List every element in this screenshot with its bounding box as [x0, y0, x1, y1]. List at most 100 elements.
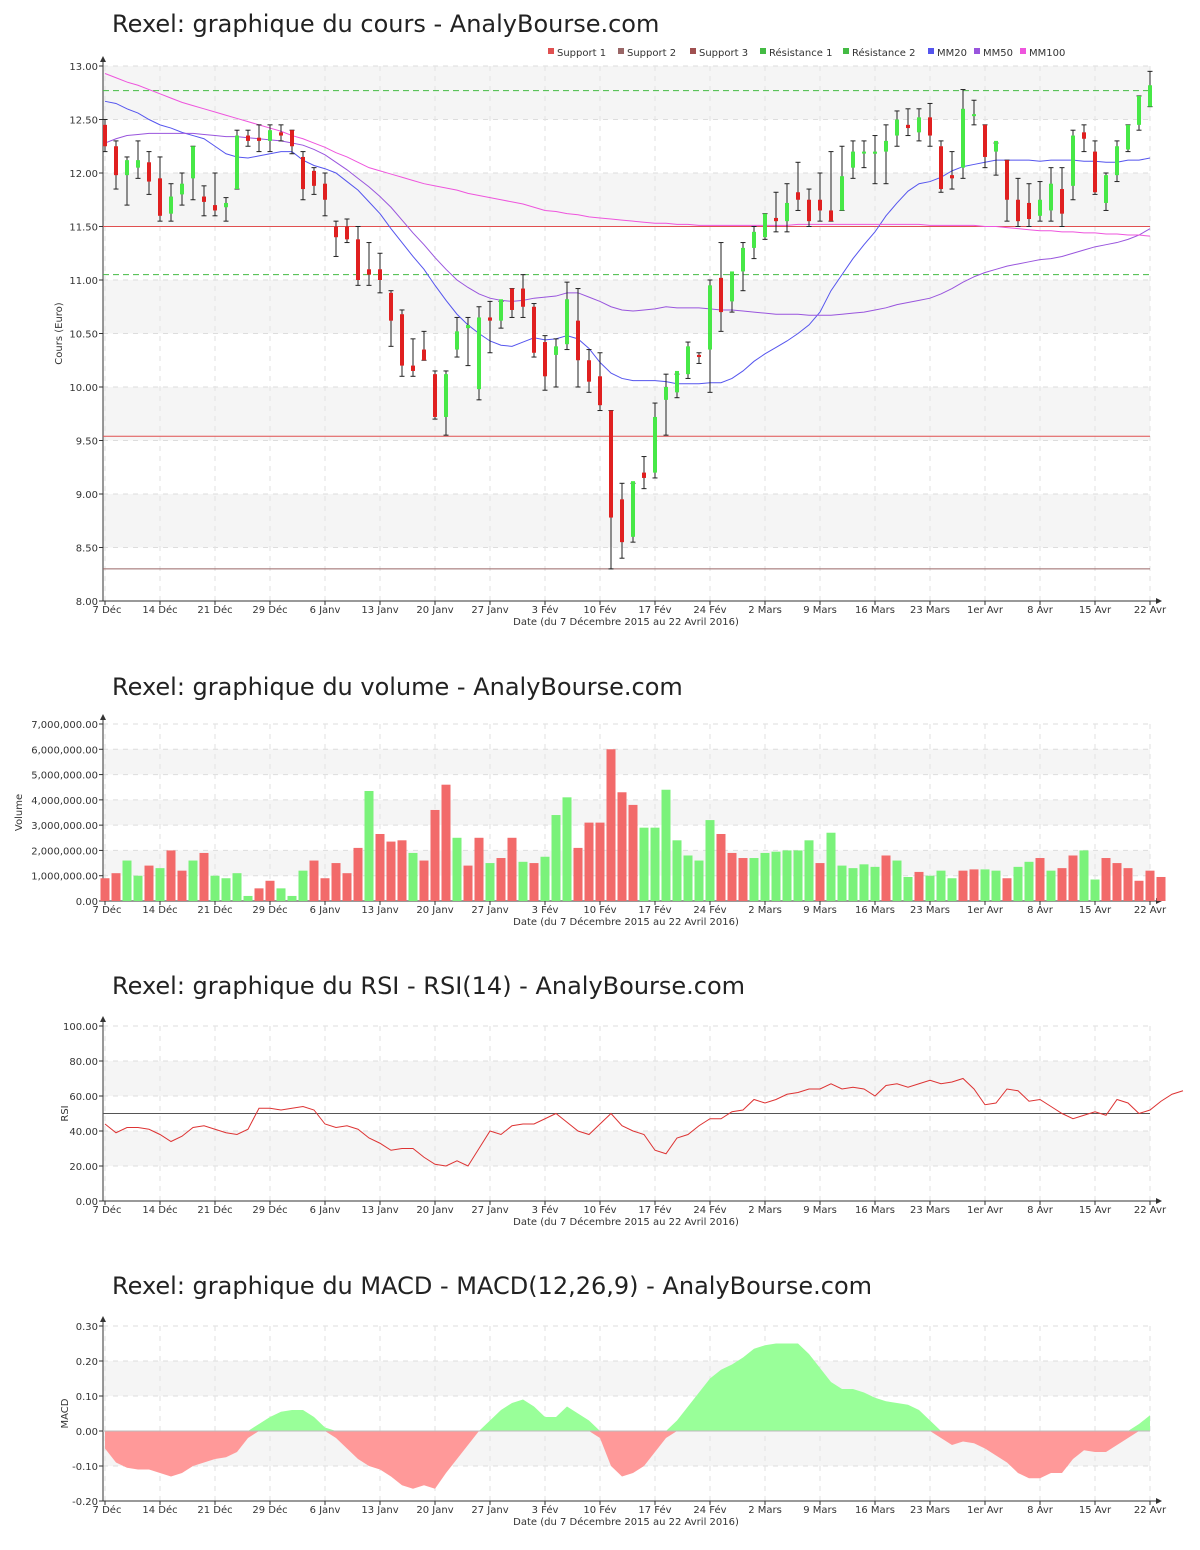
x-tick-label: 13 Janv	[361, 605, 398, 616]
candle-body	[334, 226, 338, 238]
candle-body	[103, 124, 107, 147]
candle	[938, 140, 944, 193]
rsi-panel: Rexel: graphique du RSI - RSI(14) - Anal…	[0, 950, 1200, 1250]
candle-body	[884, 140, 888, 152]
x-tick-label: 22 Avr	[1134, 1205, 1167, 1216]
volume-bar	[243, 895, 253, 901]
legend-label: Support 2	[627, 48, 676, 59]
candle	[652, 402, 658, 479]
candle	[432, 370, 438, 420]
candle	[619, 482, 625, 559]
candle	[179, 172, 185, 206]
volume-bar	[914, 871, 924, 901]
volume-bar	[188, 860, 198, 901]
x-tick-label: 10 Fév	[583, 604, 616, 616]
macd-chart-title: Rexel: graphique du MACD - MACD(12,26,9)…	[112, 1272, 873, 1300]
candle	[267, 124, 273, 153]
volume-bar	[221, 878, 231, 901]
candle-body	[499, 299, 503, 321]
candle-body	[1137, 95, 1141, 125]
grid-band	[103, 280, 1150, 334]
grid-band	[103, 1061, 1150, 1096]
candle-body	[378, 269, 382, 280]
volume-bar	[309, 860, 319, 901]
rsi-chart: 0.00 20.00 40.00 60.00 80.00 100.00 RSI 7 Déc 14…	[60, 1016, 1184, 1228]
candle-body	[631, 481, 635, 537]
candle	[1070, 129, 1076, 201]
grid-band	[103, 1361, 1150, 1396]
volume-bar	[463, 865, 473, 901]
volume-bar	[727, 852, 737, 901]
volume-bar	[265, 880, 275, 901]
volume-chart: 0.00 1,000,000.00 2,000,000.00 3,000,000.00…	[14, 714, 1167, 928]
candle-body	[169, 196, 173, 214]
volume-bar	[694, 860, 704, 901]
x-tick-label: 21 Déc	[197, 1204, 232, 1216]
x-tick-label: 1er Avr	[967, 905, 1004, 916]
x-tick-label: 8 Avr	[1027, 1205, 1054, 1216]
x-axis-arrow	[1156, 1498, 1162, 1504]
volume-bar	[199, 852, 209, 901]
y-tick-label: 20.00	[69, 1162, 98, 1173]
candle	[641, 456, 647, 490]
candle-body	[158, 178, 162, 216]
candle-body	[147, 162, 151, 182]
candle-body	[290, 130, 294, 147]
candle-body	[1104, 175, 1108, 203]
x-tick-label: 3 Fév	[532, 1504, 559, 1516]
candle-body	[653, 416, 657, 473]
candle	[421, 330, 427, 361]
candle-body	[972, 114, 976, 117]
candle	[168, 183, 174, 222]
volume-bar	[386, 841, 396, 901]
candle	[234, 129, 240, 190]
volume-bar	[848, 868, 858, 901]
volume-bar	[551, 815, 561, 901]
volume-bar	[749, 858, 759, 901]
legend-swatch	[690, 48, 696, 54]
candle	[696, 352, 702, 364]
x-tick-label: 23 Mars	[910, 1205, 950, 1216]
candle-body	[730, 271, 734, 302]
candle-body	[873, 151, 877, 154]
volume-bar	[1013, 866, 1023, 901]
candle-body	[807, 199, 811, 222]
candle-body	[829, 210, 833, 222]
y-tick-label: 10.50	[69, 330, 98, 341]
x-tick-label: 15 Avr	[1079, 905, 1112, 916]
x-tick-label: 22 Avr	[1134, 1505, 1167, 1516]
candle-body	[642, 472, 646, 478]
candle-body	[906, 124, 910, 129]
x-tick-label: 17 Fév	[638, 1204, 671, 1216]
candle	[410, 338, 416, 377]
volume-bar	[1046, 870, 1056, 901]
candle	[300, 151, 306, 201]
x-tick-label: 29 Déc	[252, 604, 287, 616]
candle	[278, 124, 284, 142]
volume-bar	[958, 870, 968, 901]
candle	[333, 220, 339, 257]
x-tick-label: 6 Janv	[310, 1205, 341, 1216]
x-tick-label: 24 Fév	[693, 1504, 726, 1516]
candle-body	[1038, 199, 1042, 216]
x-tick-label: 15 Avr	[1079, 1505, 1112, 1516]
x-tick-label: 20 Janv	[416, 905, 453, 916]
candle-body	[356, 239, 360, 280]
x-tick-label: 7 Déc	[93, 904, 122, 916]
y-tick-label: 12.00	[69, 169, 98, 180]
candle	[905, 108, 911, 137]
candle-body	[1005, 160, 1009, 200]
candle-body	[279, 132, 283, 136]
volume-bar	[507, 837, 517, 901]
candle	[1037, 181, 1043, 222]
legend-swatch	[618, 48, 624, 54]
volume-bar	[133, 875, 143, 901]
volume-bar	[617, 792, 627, 901]
candle	[982, 124, 988, 169]
x-axis-arrow	[1156, 1198, 1162, 1204]
y-tick-label: 40.00	[69, 1127, 98, 1138]
volume-bar	[1156, 876, 1166, 901]
volume-bar	[100, 878, 110, 901]
candle-body	[125, 160, 129, 176]
candle-body	[939, 146, 943, 190]
